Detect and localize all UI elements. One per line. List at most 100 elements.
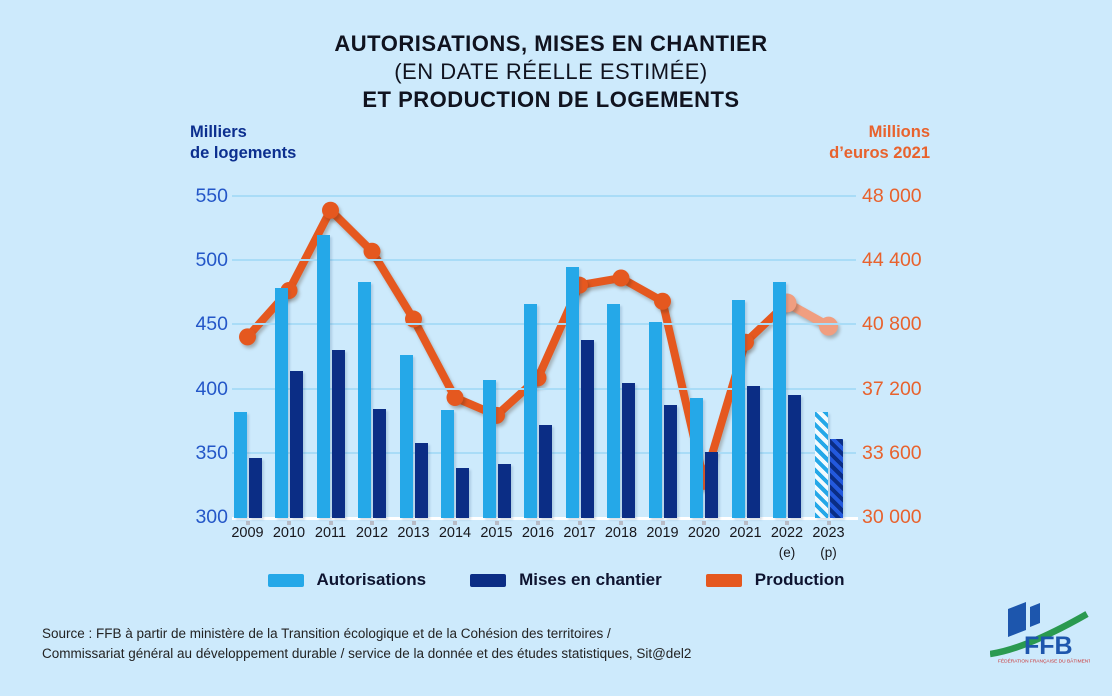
gridline — [232, 195, 856, 197]
bar-mises-en-chantier-2020 — [705, 451, 718, 518]
ffb-logo: FFB FÉDÉRATION FRANÇAISE DU BÂTIMENT — [989, 596, 1091, 670]
bar-mises-en-chantier-2019 — [663, 405, 677, 518]
legend-label-autorisations: Autorisations — [316, 570, 427, 589]
legend: Autorisations Mises en chantier Producti… — [0, 570, 1112, 590]
production-point-2012 — [363, 242, 381, 260]
x-axis-year-label: 2012 — [355, 525, 389, 541]
bar-autorisations-2011 — [316, 234, 330, 518]
source-line2: Commissariat général au développement du… — [42, 646, 692, 661]
bar-mises-en-chantier-2014 — [456, 468, 469, 518]
x-axis-year-label: 2014 — [438, 525, 472, 541]
production-point-2014 — [446, 389, 464, 407]
gridline — [232, 387, 856, 390]
x-axis-tick — [826, 521, 831, 525]
bar-mises-en-chantier-2021 — [746, 386, 760, 518]
legend-swatch-mises-en-chantier — [470, 573, 507, 587]
x-axis-tick — [245, 521, 250, 525]
legend-swatch-autorisations — [267, 573, 304, 587]
production-point-2019 — [654, 292, 671, 310]
bar-autorisations-2019 — [648, 321, 662, 518]
bar-autorisations-2016 — [524, 303, 537, 518]
left-axis-title: Milliers de logements — [190, 122, 296, 164]
source-note: Source : FFB à partir de ministère de la… — [42, 624, 691, 664]
x-axis-tick — [494, 521, 499, 525]
legend-swatch-production — [705, 573, 742, 587]
bar-mises-en-chantier-2016 — [539, 424, 552, 518]
x-axis-tick — [619, 521, 623, 525]
chart-title: AUTORISATIONS, MISES EN CHANTIER (EN DAT… — [6, 30, 1096, 114]
bar-mises-en-chantier-2015 — [497, 464, 511, 518]
right-axis-tick-label: 37 200 — [862, 377, 922, 400]
gridline — [232, 323, 856, 326]
bar-autorisations-2021 — [731, 300, 745, 518]
bar-mises-en-chantier-2009 — [248, 457, 262, 518]
right-axis-title: Millions d’euros 2021 — [700, 122, 930, 164]
x-axis-year-label: 2009 — [231, 525, 264, 541]
legend-item-production: Production — [705, 570, 844, 590]
chart-title-line1: AUTORISATIONS, MISES EN CHANTIER — [334, 31, 768, 56]
bar-mises-en-chantier-2022 — [788, 395, 801, 518]
right-axis-tick-label: 30 000 — [862, 506, 922, 528]
x-axis-tick — [785, 521, 789, 525]
x-axis-tick — [370, 521, 374, 525]
right-axis-tick-label: 40 800 — [862, 313, 922, 336]
x-axis-year-label: 2018 — [604, 525, 638, 541]
ffb-logo-graphic: FFB FÉDÉRATION FRANÇAISE DU BÂTIMENT — [989, 602, 1091, 665]
legend-item-autorisations: Autorisations — [267, 570, 427, 590]
x-axis-year-label: 2011 — [314, 525, 347, 541]
bar-autorisations-2017 — [565, 266, 579, 518]
left-axis-title-line2: de logements — [190, 144, 297, 162]
left-axis-tick-label: 400 — [195, 377, 228, 400]
bar-autorisations-2018 — [607, 303, 620, 518]
bar-autorisations-2009 — [233, 411, 247, 518]
x-axis-tick — [411, 521, 416, 525]
x-axis-tick — [743, 521, 748, 525]
bar-autorisations-2022 — [773, 282, 786, 518]
legend-item-mises-en-chantier: Mises en chantier — [470, 570, 662, 590]
x-axis-year-label: 2015 — [480, 525, 513, 541]
bar-mises-en-chantier-2018 — [622, 383, 635, 518]
bar-autorisations-2015 — [482, 379, 496, 518]
bar-autorisations-2014 — [441, 410, 454, 518]
chart-title-line2: (EN DATE RÉELLE ESTIMÉE) — [394, 59, 708, 84]
bar-mises-en-chantier-2023 — [829, 438, 843, 518]
logo-ffb-text: FFB — [1024, 632, 1073, 660]
logo-tower-large — [1008, 602, 1026, 637]
x-axis-year-label: 2016 — [521, 525, 555, 541]
chart-title-line3: ET PRODUCTION DE LOGEMENTS — [362, 87, 740, 112]
right-axis-title-line1: Millions — [868, 123, 930, 141]
bar-autorisations-2010 — [275, 288, 288, 518]
x-axis-year-label: 2020 — [687, 525, 721, 541]
bar-autorisations-2020 — [690, 397, 703, 518]
x-axis-year-label: 2021 — [729, 525, 762, 541]
bar-mises-en-chantier-2011 — [331, 350, 345, 518]
production-point-2011 — [322, 201, 339, 219]
source-line1: Source : FFB à partir de ministère de la… — [42, 626, 611, 641]
left-axis-tick-label: 550 — [195, 185, 228, 207]
x-axis-line — [232, 517, 858, 520]
right-axis-title-line2: d’euros 2021 — [829, 144, 930, 162]
left-axis-tick-label: 450 — [195, 313, 228, 336]
x-axis-tick — [328, 521, 333, 525]
x-axis-year-label: 2019 — [646, 525, 679, 541]
left-axis-tick-label: 350 — [195, 441, 228, 464]
production-point-2018 — [612, 269, 630, 287]
bar-mises-en-chantier-2010 — [290, 370, 303, 518]
x-axis-tick — [702, 521, 706, 525]
left-axis-tick-label: 300 — [195, 506, 228, 528]
x-axis-tick — [453, 521, 457, 525]
logo-swoosh — [989, 611, 1089, 658]
bar-autorisations-2023 — [814, 411, 828, 518]
logo-caption: FÉDÉRATION FRANÇAISE DU BÂTIMENT — [998, 658, 1090, 665]
x-axis-year-label: 2017 — [563, 525, 596, 541]
bar-mises-en-chantier-2012 — [373, 409, 386, 518]
x-axis-year-sublabel: (p) — [820, 545, 837, 560]
left-axis-tick-label: 500 — [195, 249, 228, 272]
gridline — [232, 259, 856, 262]
right-axis-tick-label: 33 600 — [862, 441, 922, 464]
x-axis-year-sublabel: (e) — [778, 545, 796, 560]
production-point-2009 — [239, 328, 256, 346]
x-axis-tick — [536, 521, 540, 525]
bar-autorisations-2012 — [358, 282, 371, 518]
